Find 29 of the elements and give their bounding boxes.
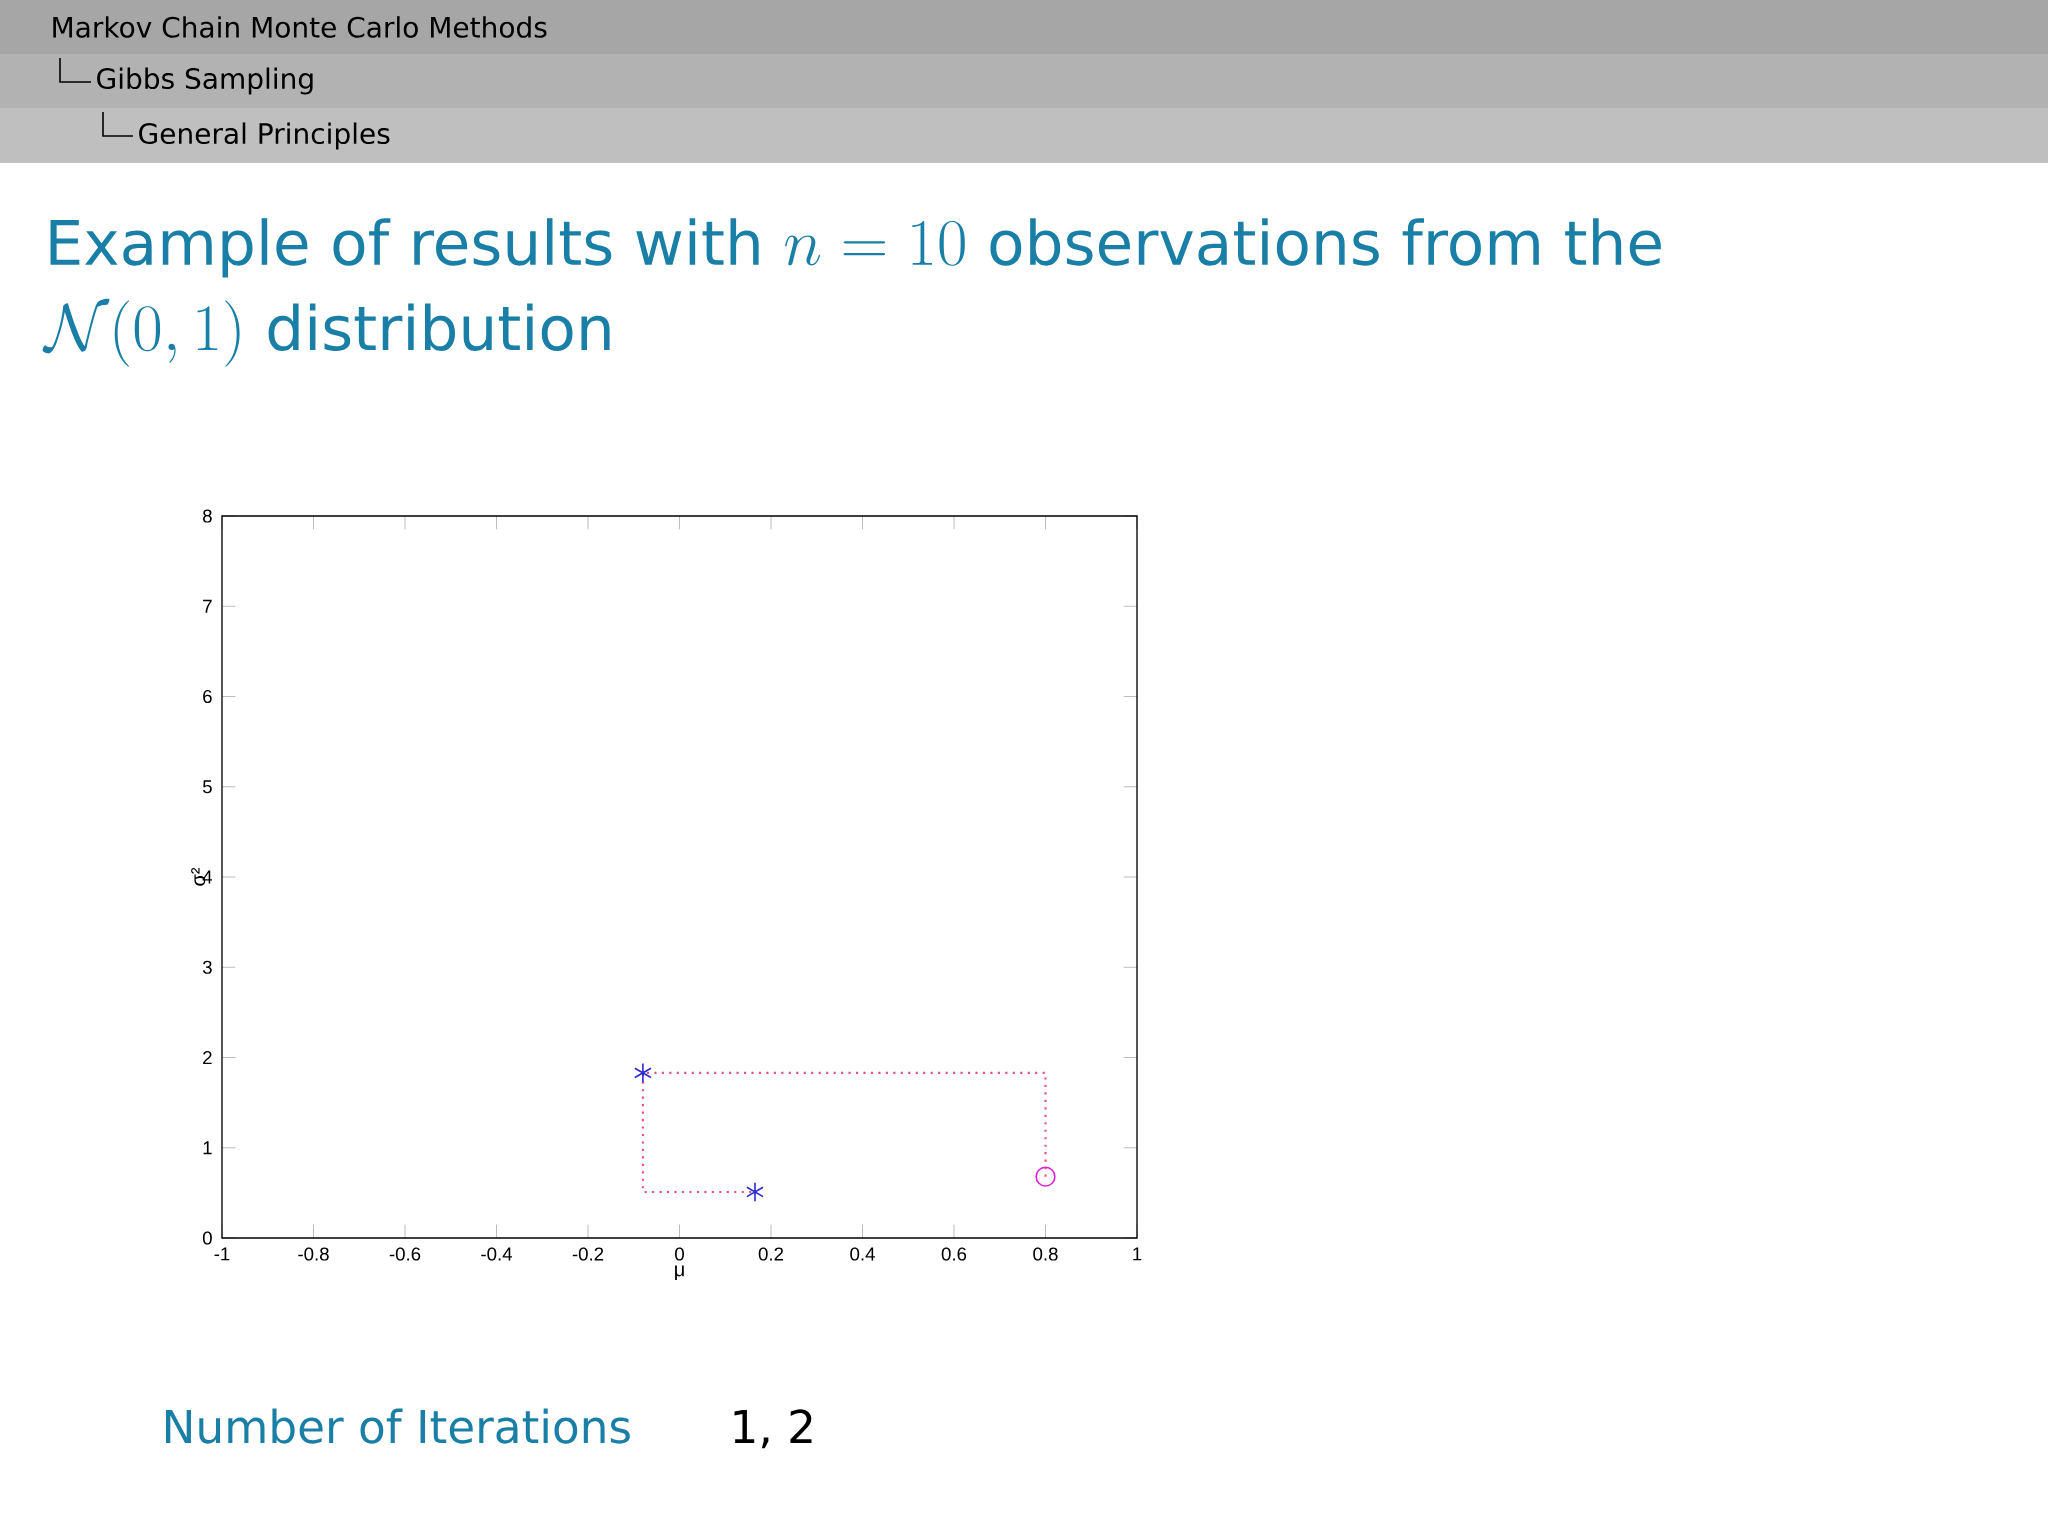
- point: [634, 1062, 652, 1083]
- x-tick-label: 0.4: [850, 1247, 875, 1261]
- y-tick-label: 5: [202, 780, 212, 794]
- x-tick-label: -0.8: [298, 1247, 329, 1261]
- y-tick-label: 7: [203, 599, 212, 613]
- x-axis-title: μ: [675, 1265, 684, 1281]
- y-tick-label: 8: [203, 509, 212, 523]
- x-tick-label: 1: [1133, 1247, 1142, 1261]
- text: Markov Chain Monte Carlo Methods: [53, 16, 547, 38]
- x-tick-label: 0.6: [941, 1247, 967, 1261]
- point: [746, 1181, 764, 1203]
- y-tick-label: 3: [202, 960, 212, 974]
- x-tick-label: -0.2: [572, 1247, 604, 1261]
- x-tick-label: -0.4: [481, 1247, 513, 1261]
- x-tick-label: 0: [675, 1247, 684, 1261]
- x-tick-label: 0.8: [1033, 1247, 1058, 1261]
- y-tick-label: 1: [203, 1141, 212, 1155]
- y-tick-label: 6: [203, 689, 212, 704]
- text: 1, 2: [734, 1409, 812, 1449]
- text: General Principles: [139, 122, 390, 150]
- y-tick-label: 0: [202, 1231, 212, 1245]
- y-tick-label: 2: [203, 1051, 212, 1065]
- point: [1035, 1166, 1056, 1187]
- chart-title: $\begin{array}{@{}l@{}}\mbox{Example of results with } n = 10 \mbox{ observations from the}\\[4pt] \mathcal{N}(0,1)\mbox{ distribution}\end{array}$: [42, 218, 1661, 367]
- text: Gibbs Sampling: [97, 67, 313, 95]
- x-tick-label: -1: [214, 1247, 230, 1261]
- x-tick-label: -0.6: [389, 1247, 421, 1261]
- text: Number of Iterations: [165, 1408, 630, 1444]
- x-tick-label: 0.2: [758, 1247, 784, 1261]
